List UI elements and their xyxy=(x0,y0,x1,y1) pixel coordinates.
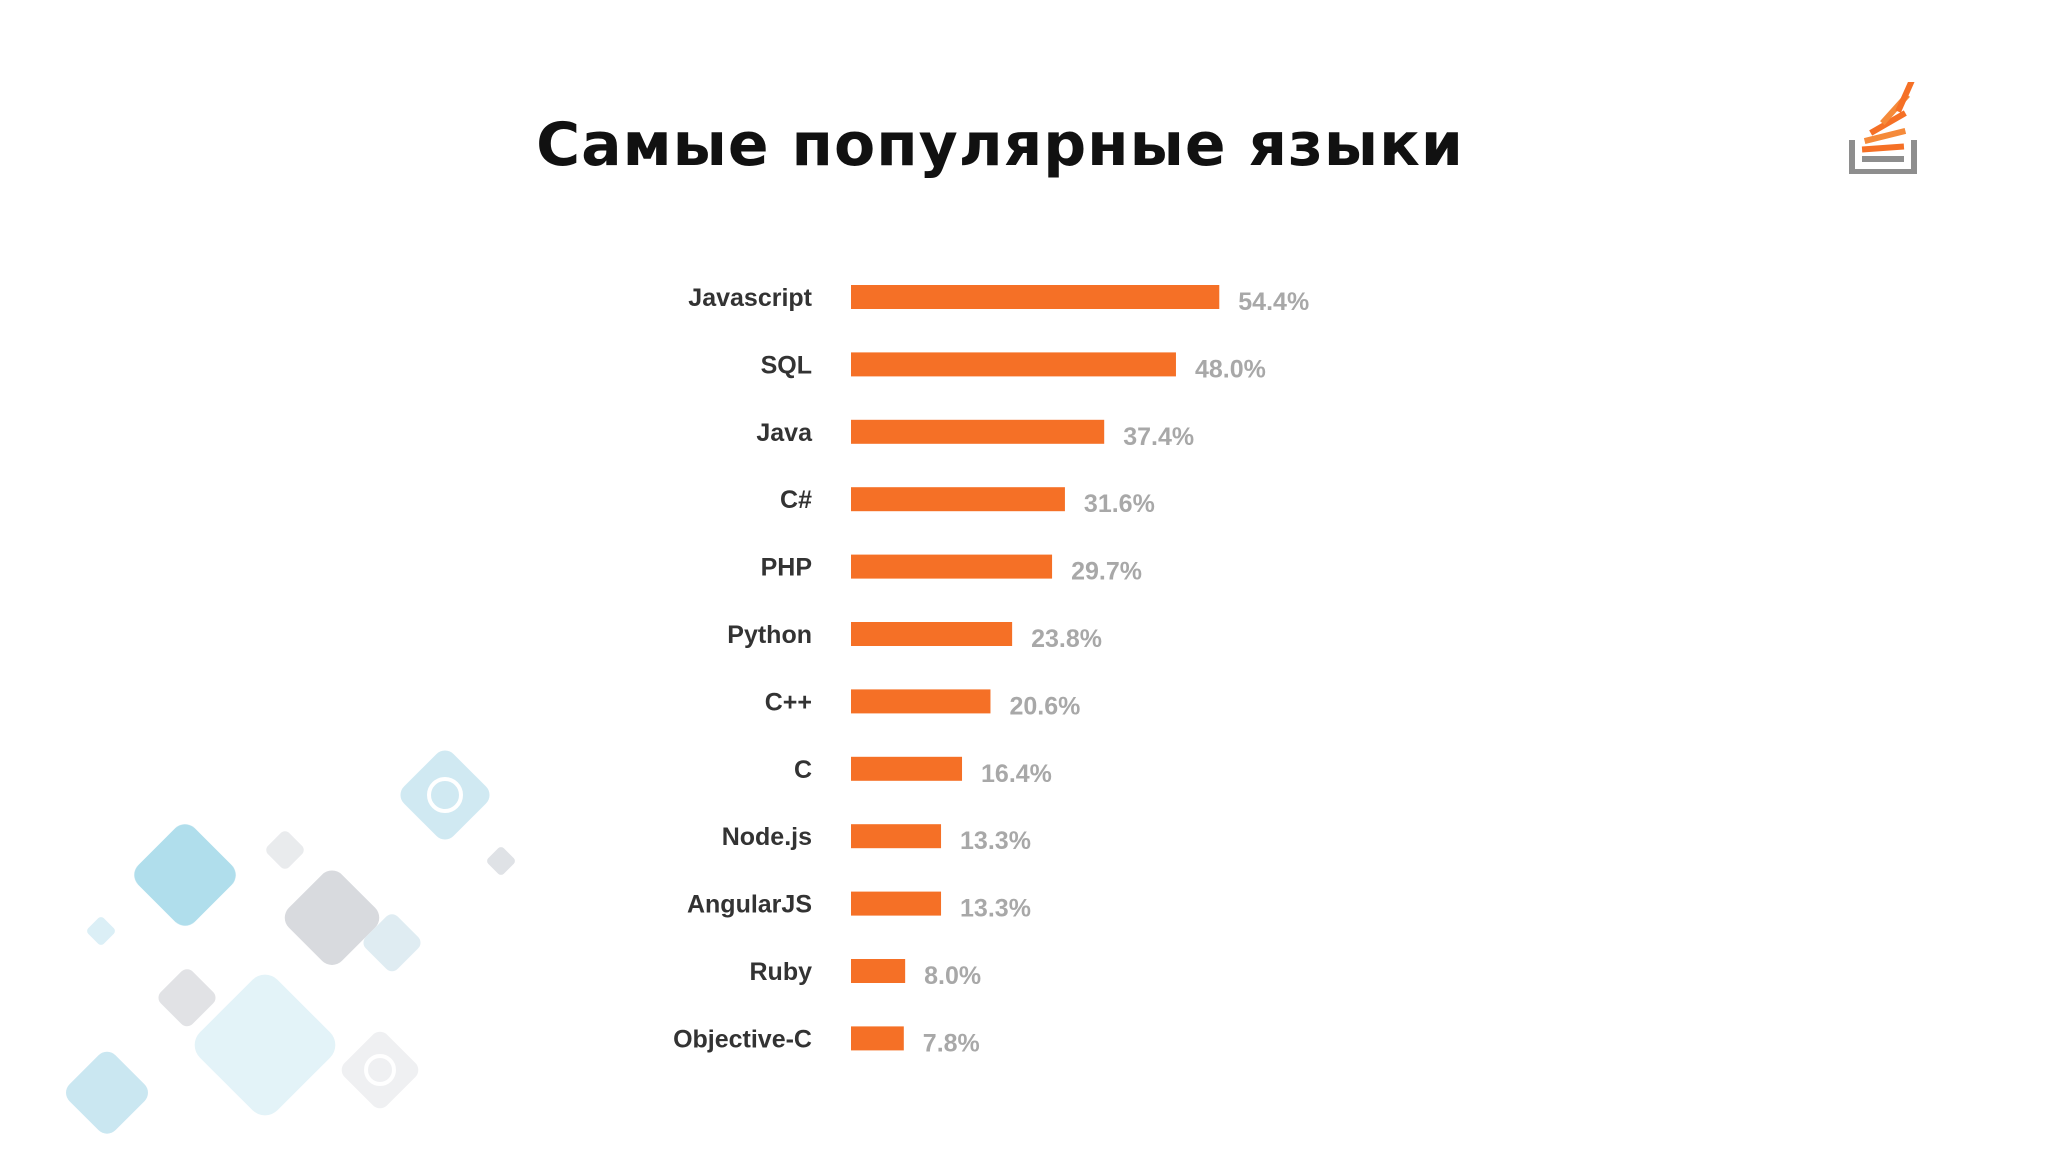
category-label: C# xyxy=(780,486,812,514)
bar xyxy=(851,285,1220,309)
category-label: Objective-C xyxy=(673,1025,812,1053)
value-label: 16.4% xyxy=(981,760,1052,788)
value-label: 8.0% xyxy=(924,962,981,990)
bar xyxy=(851,1026,904,1051)
page-title: Самые популярные языки xyxy=(536,110,1464,180)
category-label: C++ xyxy=(765,688,812,716)
bars-layer: Javascript 54.4% SQL 48.0% Java 37.4% C# 31.6% P… xyxy=(673,284,1309,1057)
value-label: 7.8% xyxy=(923,1029,980,1057)
category-label: Javascript xyxy=(688,284,812,312)
value-label: 29.7% xyxy=(1071,558,1142,586)
category-label: C xyxy=(794,756,812,784)
bar xyxy=(851,622,1013,646)
bar xyxy=(851,352,1176,377)
category-label: PHP xyxy=(761,554,812,582)
bar xyxy=(851,689,991,714)
stack-overflow-logo-icon xyxy=(1849,82,1917,174)
value-label: 31.6% xyxy=(1084,490,1155,518)
bar xyxy=(851,824,942,849)
value-label: 13.3% xyxy=(960,895,1031,923)
bar xyxy=(851,959,906,983)
bar xyxy=(851,756,963,781)
bar xyxy=(851,554,1053,579)
category-label: Python xyxy=(727,621,812,649)
language-bubbles-decoration xyxy=(66,750,515,1134)
category-label: SQL xyxy=(761,351,812,379)
category-label: AngularJS xyxy=(687,891,812,919)
bar xyxy=(851,419,1105,444)
value-label: 48.0% xyxy=(1195,355,1266,383)
value-label: 13.3% xyxy=(960,827,1031,855)
category-label: Node.js xyxy=(722,823,812,851)
category-label: Ruby xyxy=(750,958,813,986)
category-label: Java xyxy=(756,419,813,447)
value-label: 20.6% xyxy=(1009,692,1080,720)
bar xyxy=(851,487,1065,512)
value-label: 54.4% xyxy=(1238,288,1309,316)
value-label: 23.8% xyxy=(1031,625,1102,653)
bar xyxy=(851,891,942,916)
value-label: 37.4% xyxy=(1123,423,1194,451)
